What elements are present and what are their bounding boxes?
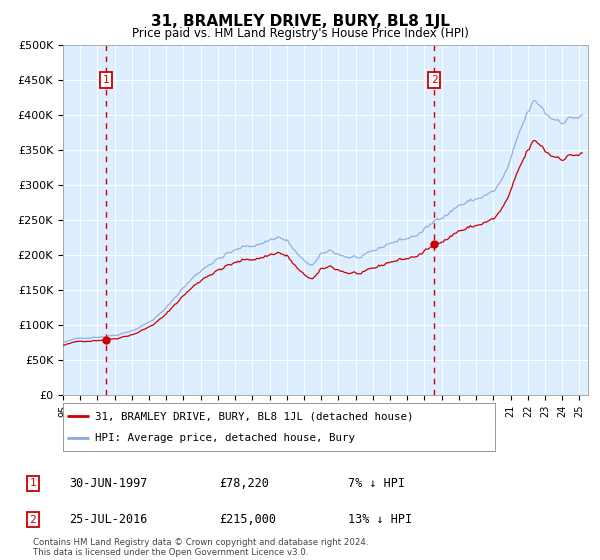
Text: 2: 2 xyxy=(431,75,437,85)
Text: 7% ↓ HPI: 7% ↓ HPI xyxy=(348,477,405,490)
Text: £215,000: £215,000 xyxy=(219,513,276,526)
Text: HPI: Average price, detached house, Bury: HPI: Average price, detached house, Bury xyxy=(95,433,355,443)
Text: 13% ↓ HPI: 13% ↓ HPI xyxy=(348,513,412,526)
Text: £78,220: £78,220 xyxy=(219,477,269,490)
Text: 2: 2 xyxy=(29,515,37,525)
Text: 30-JUN-1997: 30-JUN-1997 xyxy=(69,477,148,490)
Text: 25-JUL-2016: 25-JUL-2016 xyxy=(69,513,148,526)
Text: 1: 1 xyxy=(103,75,109,85)
Text: 1: 1 xyxy=(29,478,37,488)
Text: 31, BRAMLEY DRIVE, BURY, BL8 1JL (detached house): 31, BRAMLEY DRIVE, BURY, BL8 1JL (detach… xyxy=(95,411,414,421)
Text: 31, BRAMLEY DRIVE, BURY, BL8 1JL: 31, BRAMLEY DRIVE, BURY, BL8 1JL xyxy=(151,14,449,29)
Text: Price paid vs. HM Land Registry's House Price Index (HPI): Price paid vs. HM Land Registry's House … xyxy=(131,27,469,40)
Text: Contains HM Land Registry data © Crown copyright and database right 2024.
This d: Contains HM Land Registry data © Crown c… xyxy=(33,538,368,557)
